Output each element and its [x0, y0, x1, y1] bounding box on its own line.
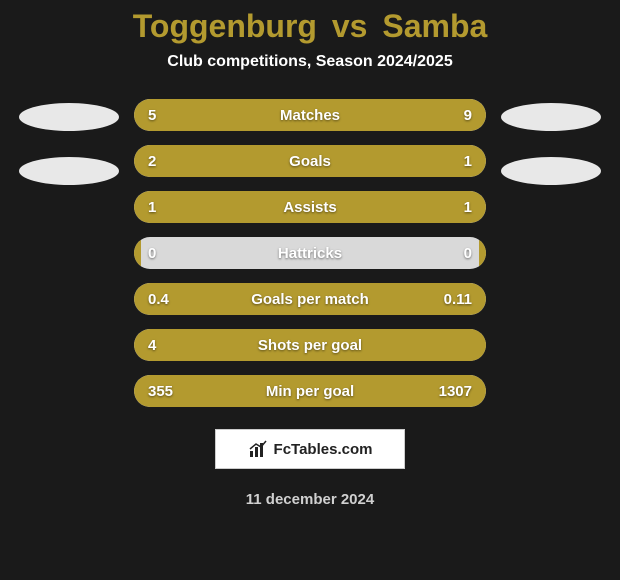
stat-value-left: 4 — [148, 329, 156, 361]
attribution-badge: FcTables.com — [215, 429, 405, 469]
stat-value-left: 355 — [148, 375, 173, 407]
stat-bar: 4Shots per goal — [134, 329, 486, 361]
left-badge-2 — [19, 157, 119, 185]
stat-bar: 11Assists — [134, 191, 486, 223]
right-badge-2 — [501, 157, 601, 185]
attribution-text: FcTables.com — [274, 441, 373, 458]
team-right-name: Samba — [382, 8, 487, 44]
stat-bar: 0.40.11Goals per match — [134, 283, 486, 315]
right-badge-column — [498, 99, 604, 185]
stat-bar: 0 0Hattricks — [134, 237, 486, 269]
vs-label: vs — [332, 8, 368, 44]
right-badge-1 — [501, 103, 601, 131]
bar-fill-right — [479, 237, 486, 269]
stat-value-left: 0 — [148, 237, 156, 269]
team-left-name: Toggenburg — [133, 8, 317, 44]
stat-value-left: 1 — [148, 191, 156, 223]
stat-label: Hattricks — [134, 237, 486, 269]
stat-value-left: 2 — [148, 145, 156, 177]
comparison-infographic: Toggenburg vs Samba Club competitions, S… — [0, 0, 620, 580]
bar-fill-left — [134, 329, 486, 361]
bar-fill — [134, 99, 486, 131]
bar-fill-left — [134, 237, 141, 269]
stat-value-left: 5 — [148, 99, 156, 131]
bar-fill — [134, 375, 486, 407]
date-label: 11 december 2024 — [0, 491, 620, 508]
stat-value-left: 0.4 — [148, 283, 169, 315]
main-row: 59Matches21Goals11Assists00Hattricks0.40… — [0, 99, 620, 407]
bar-fill — [134, 191, 486, 223]
stat-value-right: 0.11 — [444, 283, 472, 315]
bar-fill — [134, 145, 486, 177]
bar-fill — [134, 283, 486, 315]
subtitle: Club competitions, Season 2024/2025 — [0, 53, 620, 71]
left-badge-column — [16, 99, 122, 185]
stat-value-right: 1307 — [439, 375, 472, 407]
stat-value-right: 9 — [464, 99, 472, 131]
chart-icon — [248, 439, 268, 459]
stat-value-right: 1 — [464, 191, 472, 223]
stat-bar: 3551307Min per goal — [134, 375, 486, 407]
stat-bar: 21Goals — [134, 145, 486, 177]
stat-bar: 59Matches — [134, 99, 486, 131]
left-badge-1 — [19, 103, 119, 131]
page-title: Toggenburg vs Samba — [0, 8, 620, 45]
stat-bars: 59Matches21Goals11Assists00Hattricks0.40… — [134, 99, 486, 407]
stat-value-right: 0 — [464, 237, 472, 269]
stat-value-right: 1 — [464, 145, 472, 177]
